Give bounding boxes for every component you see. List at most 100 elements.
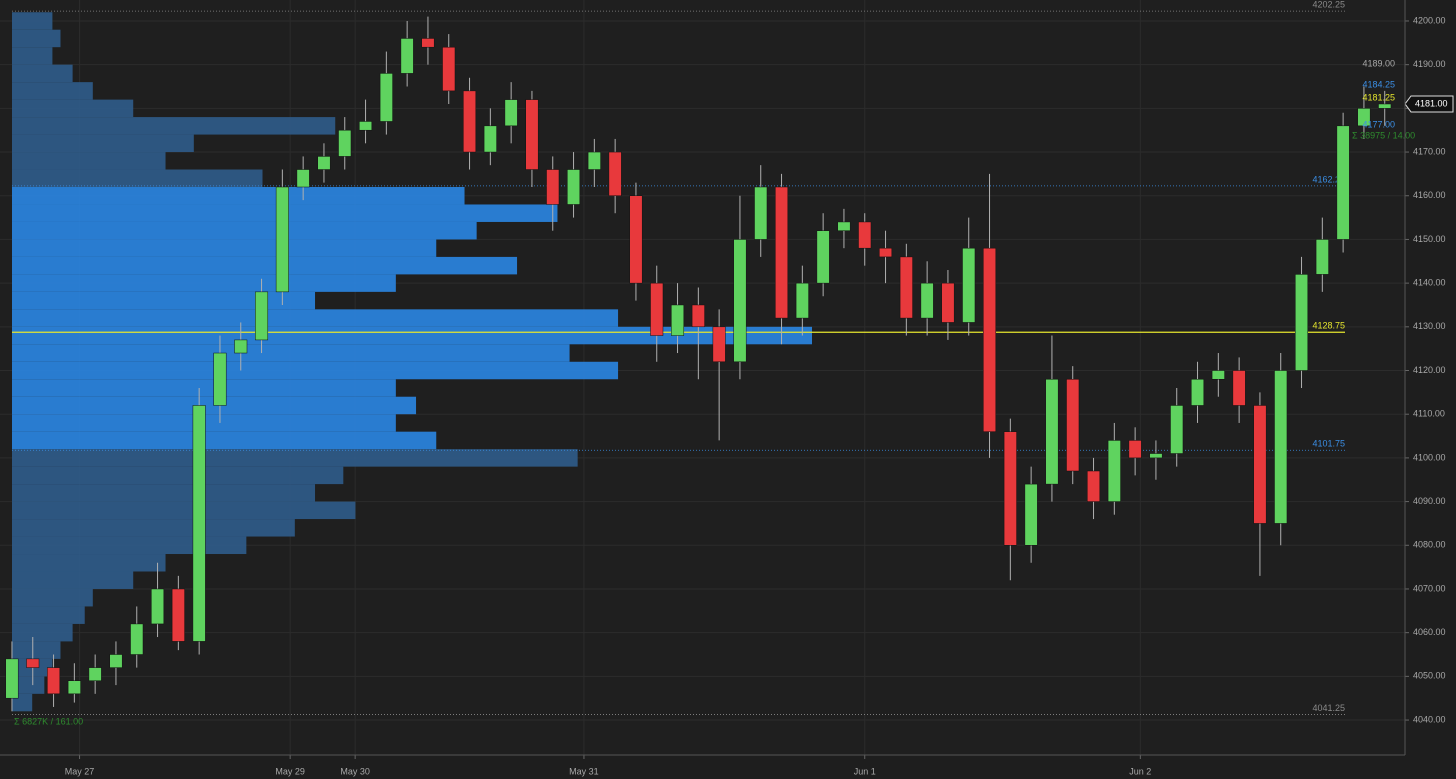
candle-body (213, 352, 227, 406)
candle-body (234, 339, 248, 354)
candle-body (338, 129, 352, 157)
last-price-tag (1404, 95, 1454, 113)
y-tick-label: 4190.00 (1413, 59, 1446, 69)
profile-bar (12, 484, 316, 502)
profile-bar (12, 449, 578, 467)
profile-bar (12, 676, 45, 694)
profile-bar (12, 431, 437, 450)
mini-label: 4177.00 (1362, 119, 1395, 129)
candle-body (1024, 483, 1038, 546)
candle-body (421, 38, 435, 48)
candle-body (504, 99, 518, 127)
last-price-label: 4181.00 (1415, 98, 1448, 108)
candle-body (962, 247, 976, 323)
y-tick-label: 4160.00 (1413, 190, 1446, 200)
candle-body (483, 125, 497, 153)
y-tick-label: 4060.00 (1413, 627, 1446, 637)
candle-body (151, 588, 165, 625)
y-tick-label: 4150.00 (1413, 234, 1446, 244)
y-tick-label: 4100.00 (1413, 452, 1446, 462)
level-label: 4041.25 (1312, 703, 1345, 713)
candle-body (1066, 378, 1080, 472)
profile-bar (12, 169, 263, 188)
profile-bar (12, 623, 73, 642)
y-tick-label: 4080.00 (1413, 540, 1446, 550)
candle-body (379, 73, 393, 122)
candle-body (816, 230, 830, 284)
candle-body (275, 186, 289, 293)
x-tick-label: May 29 (275, 766, 305, 776)
x-tick-label: May 30 (340, 766, 370, 776)
candle-body (546, 169, 560, 205)
candle-body (754, 186, 768, 240)
candle-body (1357, 108, 1371, 127)
candle-body (691, 304, 705, 328)
candle-body (296, 169, 310, 188)
candle-body (1211, 370, 1225, 380)
candle-body (1295, 274, 1309, 371)
candle-body (983, 247, 997, 432)
candle-body (608, 151, 622, 196)
profile-bar (12, 606, 85, 624)
profile-bar (12, 117, 336, 135)
candle-body (879, 247, 893, 258)
candle-body (1087, 470, 1101, 502)
candle-body (1003, 431, 1017, 546)
candle-body (463, 90, 477, 153)
profile-bar (12, 239, 437, 257)
mini-label: 4184.25 (1362, 79, 1395, 89)
candle-body (837, 221, 851, 231)
mini-label: 4189.00 (1362, 58, 1395, 68)
candle-body (525, 99, 539, 170)
y-tick-label: 4050.00 (1413, 671, 1446, 681)
candle-body (858, 221, 872, 249)
candle-body (671, 304, 685, 336)
mini-summary: Σ 38975 / 14.00 (1352, 130, 1415, 140)
profile-bar (12, 187, 465, 205)
profile-bar (12, 12, 53, 30)
level-label: 4128.75 (1312, 321, 1345, 331)
y-tick-label: 4200.00 (1413, 15, 1446, 25)
y-tick-label: 4170.00 (1413, 146, 1446, 156)
candle-body (400, 38, 414, 74)
profile-bar (12, 554, 166, 572)
profile-bar (12, 274, 396, 292)
x-tick-label: May 31 (569, 766, 599, 776)
profile-bar (12, 64, 73, 83)
profile-bar (12, 519, 295, 537)
candle-body (1170, 405, 1184, 454)
y-tick-label: 4130.00 (1413, 321, 1446, 331)
profile-bar (12, 641, 61, 659)
candle-body (775, 186, 789, 319)
profile-bar (12, 571, 134, 589)
profile-bar (12, 152, 166, 170)
candle-body (1107, 440, 1121, 502)
profile-bar (12, 361, 619, 380)
profile-bar (12, 82, 93, 100)
candle-body (47, 667, 61, 695)
candle-body (255, 291, 269, 341)
candle-body (899, 256, 913, 319)
candle-body (171, 588, 185, 642)
profile-bar (12, 134, 194, 153)
candle-body (650, 282, 664, 336)
profile-bar (12, 221, 477, 240)
candle-body (1315, 239, 1329, 275)
mini-label: 4181.25 (1362, 92, 1395, 102)
y-tick-label: 4140.00 (1413, 278, 1446, 288)
candle-body (5, 658, 19, 699)
candle-body (941, 282, 955, 323)
x-tick-label: Jun 2 (1129, 766, 1151, 776)
profile-bar (12, 344, 570, 362)
level-label: 4101.75 (1312, 439, 1345, 449)
candle-body (920, 282, 934, 319)
candle-body (109, 654, 123, 668)
candle-body (1128, 440, 1142, 459)
level-label: 4162.25 (1312, 174, 1345, 184)
candle-body (130, 623, 144, 655)
x-tick-label: Jun 1 (854, 766, 876, 776)
profile-bar (12, 536, 247, 555)
y-tick-label: 4040.00 (1413, 714, 1446, 724)
candle-body (1378, 103, 1392, 109)
